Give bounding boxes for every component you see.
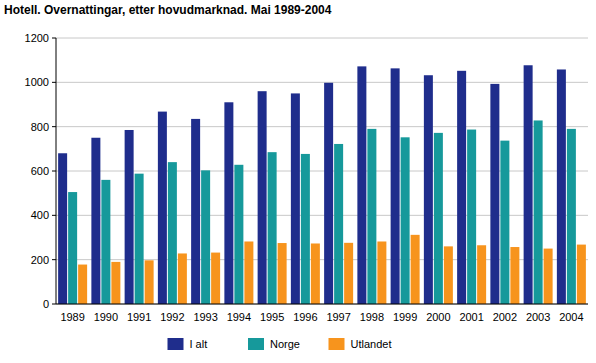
bar <box>424 75 433 304</box>
category-label: 1995 <box>260 311 284 323</box>
grid-line <box>56 126 588 127</box>
bar <box>224 102 233 304</box>
bar <box>101 180 110 304</box>
category-label: 1999 <box>393 311 417 323</box>
bar <box>311 243 320 304</box>
bar <box>201 170 210 304</box>
tick-label: 800 <box>31 121 49 133</box>
category-label: 1996 <box>293 311 317 323</box>
category-label: 2002 <box>493 311 517 323</box>
bar <box>477 245 486 304</box>
tick <box>52 126 56 127</box>
bar <box>234 165 243 304</box>
bar <box>168 162 177 304</box>
x-axis <box>56 304 588 305</box>
bar <box>111 262 120 304</box>
category-label: 1993 <box>193 311 217 323</box>
tick <box>52 259 56 260</box>
category-label: 2000 <box>426 311 450 323</box>
bar <box>301 154 310 304</box>
bar <box>567 129 576 304</box>
category-label: 1997 <box>326 311 350 323</box>
bar <box>58 153 67 304</box>
tick-label: 1000 <box>25 76 49 88</box>
bar <box>68 192 77 304</box>
bar <box>500 141 509 304</box>
category-label: 1998 <box>360 311 384 323</box>
bar <box>91 138 100 304</box>
tick-label: 1200 <box>25 32 49 44</box>
bar <box>490 84 499 304</box>
legend-swatch <box>248 338 264 350</box>
grid-line <box>56 38 588 39</box>
y-axis <box>56 38 57 304</box>
bar <box>557 69 566 304</box>
bar <box>291 93 300 304</box>
legend-label: I alt <box>190 338 208 350</box>
bar <box>244 241 253 304</box>
tick <box>52 82 56 83</box>
tick-label: 200 <box>31 254 49 266</box>
tick-label: 600 <box>31 165 49 177</box>
category-label: 2004 <box>559 311 583 323</box>
tick <box>52 38 56 39</box>
tick <box>52 215 56 216</box>
bar <box>510 247 519 304</box>
bar <box>391 68 400 304</box>
bar <box>457 71 466 304</box>
category-label: 1992 <box>160 311 184 323</box>
bar <box>367 129 376 304</box>
grid-line <box>56 82 588 83</box>
bar <box>467 130 476 304</box>
legend: I alt Norge Utlandet <box>168 338 392 350</box>
bar <box>135 174 144 304</box>
bar <box>434 133 443 304</box>
bar <box>125 130 134 304</box>
bar <box>357 66 366 304</box>
tick <box>52 304 56 305</box>
bar <box>324 83 333 304</box>
tick-label: 0 <box>43 298 49 310</box>
title: Hotell. Overnattingar, etter hovudmarkna… <box>4 3 332 17</box>
bar <box>377 241 386 304</box>
legend-label: Norge <box>270 338 300 350</box>
bar <box>444 246 453 304</box>
bar <box>78 265 87 304</box>
bar <box>344 243 353 304</box>
bar <box>577 245 586 304</box>
bar <box>145 260 154 304</box>
category-label: 1994 <box>227 311 251 323</box>
bar <box>544 249 553 304</box>
bar <box>191 119 200 304</box>
bar <box>278 243 287 304</box>
chart: Hotell. Overnattingar, etter hovudmarkna… <box>0 0 596 363</box>
bars <box>58 65 586 304</box>
grid-line <box>56 304 588 305</box>
legend-swatch <box>168 338 184 350</box>
legend-swatch <box>329 338 345 350</box>
bar <box>158 112 167 304</box>
bar <box>211 253 220 304</box>
category-label: 1991 <box>127 311 151 323</box>
bar <box>524 65 533 304</box>
category-label: 2003 <box>526 311 550 323</box>
category-label: 1990 <box>94 311 118 323</box>
category-label: 2001 <box>459 311 483 323</box>
bar <box>411 235 420 304</box>
tick-label: 400 <box>31 209 49 221</box>
bar <box>334 144 343 304</box>
category-label: 1989 <box>60 311 84 323</box>
bar <box>534 120 543 304</box>
bar <box>258 91 267 304</box>
bar <box>178 253 187 304</box>
legend-label: Utlandet <box>351 338 392 350</box>
tick <box>52 171 56 172</box>
bar <box>401 137 410 304</box>
bar <box>268 152 277 304</box>
